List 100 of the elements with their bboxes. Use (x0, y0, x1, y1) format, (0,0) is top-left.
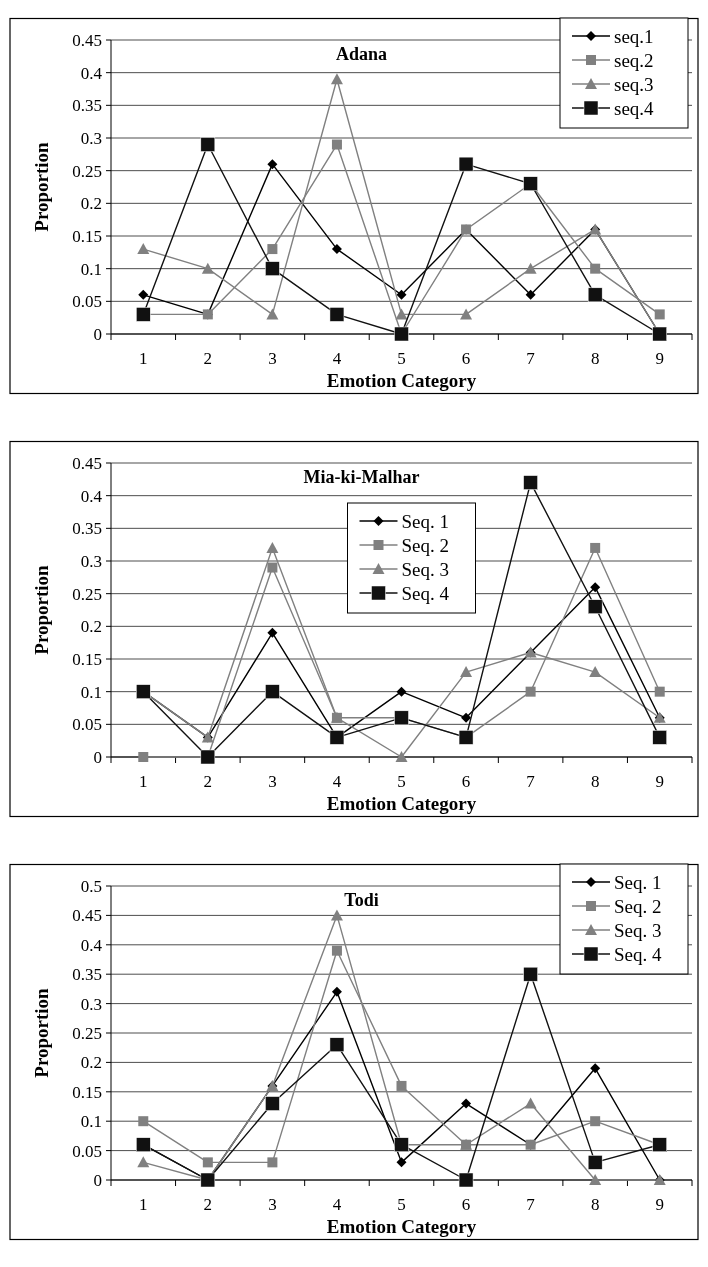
y-tick-label: 0.05 (72, 715, 102, 735)
point (331, 986, 342, 997)
y-tick-label: 0.05 (72, 1141, 102, 1161)
x-tick-label: 1 (139, 772, 148, 791)
y-axis-title: Proportion (31, 564, 52, 655)
x-tick-label: 2 (203, 772, 213, 791)
point (267, 562, 278, 573)
point (265, 261, 280, 276)
x-tick-label: 9 (655, 349, 664, 368)
point (590, 263, 601, 274)
point (137, 243, 150, 255)
x-tick-label: 7 (526, 1195, 536, 1214)
legend-label: Seq. 1 (401, 510, 449, 532)
y-tick-label: 0.15 (72, 649, 102, 669)
point (331, 244, 342, 255)
point (329, 1037, 345, 1053)
legend-label: seq.4 (614, 97, 655, 119)
x-tick-label: 7 (526, 349, 536, 368)
x-tick-label: 5 (397, 1195, 406, 1214)
x-tick-label: 3 (268, 1195, 277, 1214)
point (267, 1157, 278, 1168)
x-tick-label: 9 (655, 772, 664, 791)
legend-label: seq.2 (614, 49, 654, 71)
y-tick-label: 0 (93, 747, 102, 767)
legend-label: seq.1 (614, 25, 654, 47)
x-tick-label: 2 (203, 349, 213, 368)
x-tick-label: 6 (461, 1195, 471, 1214)
x-tick-label: 3 (268, 349, 277, 368)
x-tick-label: 8 (590, 772, 600, 791)
point (458, 156, 474, 172)
y-tick-label: 0.35 (72, 519, 102, 539)
point (589, 1174, 602, 1185)
chart-title: Adana (335, 44, 388, 64)
y-tick-label: 0.4 (80, 935, 103, 955)
point (138, 752, 149, 762)
legend-label: Seq. 4 (614, 943, 662, 965)
point (138, 289, 149, 300)
legend-label: Seq. 3 (614, 919, 662, 941)
y-tick-label: 0.15 (72, 226, 102, 246)
point (265, 684, 280, 699)
point (589, 666, 602, 678)
point (525, 686, 536, 697)
y-tick-label: 0.3 (80, 128, 102, 148)
point (265, 1096, 280, 1111)
x-tick-label: 4 (332, 772, 342, 791)
y-axis-title: Proportion (31, 141, 52, 232)
point (523, 475, 538, 490)
x-tick-label: 1 (139, 1195, 148, 1214)
point (587, 1155, 603, 1170)
y-tick-label: 0.25 (72, 1023, 102, 1043)
y-tick-label: 0.45 (72, 453, 102, 473)
y-tick-label: 0.1 (80, 682, 102, 702)
point (329, 307, 345, 322)
x-tick-label: 6 (461, 349, 471, 368)
x-tick-label: 2 (203, 1195, 213, 1214)
point (396, 289, 407, 300)
point (587, 599, 603, 614)
point (590, 1116, 601, 1127)
x-tick-label: 4 (332, 1195, 342, 1214)
point (267, 627, 278, 638)
y-tick-label: 0 (93, 1170, 102, 1190)
point (331, 945, 342, 956)
point (525, 289, 536, 300)
y-tick-label: 0.2 (80, 617, 102, 637)
x-tick-label: 9 (655, 1195, 664, 1214)
legend-label: Seq. 3 (401, 558, 449, 580)
y-tick-label: 0.25 (72, 584, 102, 604)
point (267, 244, 278, 255)
x-axis-title: Emotion Category (326, 1216, 477, 1237)
y-tick-label: 0.2 (80, 1053, 102, 1073)
legend-label: Seq. 1 (614, 871, 662, 893)
point (461, 1098, 472, 1109)
y-tick-label: 0.5 (80, 876, 102, 896)
point (201, 262, 214, 274)
y-tick-label: 0.45 (72, 906, 102, 926)
point (461, 712, 472, 723)
x-tick-label: 8 (590, 349, 600, 368)
x-tick-label: 1 (139, 349, 148, 368)
y-tick-label: 0.45 (72, 30, 102, 50)
y-tick-label: 0.1 (80, 1112, 102, 1132)
y-tick-label: 0.35 (72, 96, 102, 116)
point (267, 159, 278, 170)
point (330, 909, 343, 921)
x-tick-label: 5 (397, 772, 406, 791)
y-tick-label: 0 (93, 324, 102, 344)
point (523, 966, 538, 982)
point (266, 541, 279, 553)
x-tick-label: 4 (332, 349, 342, 368)
point (654, 309, 665, 320)
x-axis-title: Emotion Category (326, 370, 477, 391)
x-tick-label: 7 (526, 772, 536, 791)
point (137, 1156, 150, 1168)
point (590, 542, 601, 553)
point (652, 730, 667, 745)
point (524, 262, 537, 274)
y-tick-label: 0.2 (80, 194, 102, 214)
y-tick-label: 0.05 (72, 292, 102, 312)
y-tick-label: 0.3 (80, 551, 102, 571)
point (524, 1097, 537, 1109)
point (460, 666, 473, 678)
